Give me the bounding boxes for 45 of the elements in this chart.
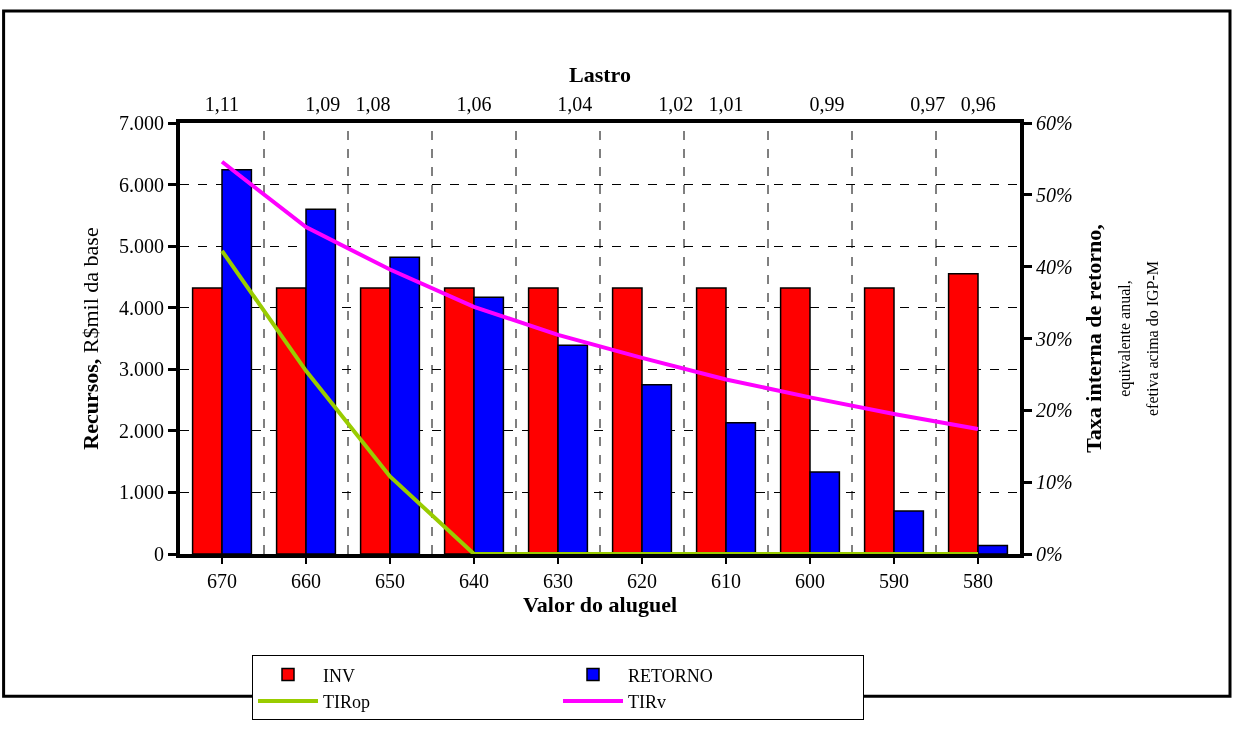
- y2-tick-label: 40%: [1036, 255, 1073, 278]
- x-tick-label: 640: [459, 570, 489, 592]
- y2-tick-label: 30%: [1035, 327, 1073, 350]
- y-tick-label: 4.000: [119, 296, 164, 319]
- y-tick-label: 0: [154, 543, 164, 565]
- line-series: [220, 159, 980, 432]
- x2-tick-label: 1,09: [305, 93, 341, 115]
- x-tick-label: 620: [627, 570, 657, 592]
- line-series: [220, 248, 980, 554]
- legend-label: INV: [323, 665, 355, 686]
- x2-tick-label: 0,96: [960, 93, 996, 115]
- x2-tick-label: 1,08: [355, 93, 391, 115]
- y-tick-label: 6.000: [119, 173, 164, 196]
- x-tick-label: 580: [963, 570, 993, 592]
- y-tick-label: 5.000: [119, 235, 164, 258]
- y-tick-label: 2.000: [119, 419, 164, 442]
- x-tick-label: 670: [207, 570, 237, 592]
- legend-label: TIRop: [323, 691, 370, 712]
- y2-tick-label: 0%: [1036, 543, 1063, 565]
- legend-label: TIRv: [628, 691, 666, 712]
- y-tick-label: 1.000: [119, 481, 164, 504]
- y2-tick-label: 10%: [1036, 471, 1073, 494]
- x-tick-label: 610: [711, 570, 741, 592]
- y-tick-label: 7.000: [119, 112, 164, 134]
- x2-tick-label: 0,97: [910, 93, 946, 115]
- x2-tick-label: 1,01: [708, 93, 744, 115]
- x-tick-label: 650: [375, 570, 405, 592]
- legend-label: RETORNO: [628, 665, 713, 686]
- x2-tick-label: 1,06: [456, 93, 492, 115]
- y2-tick-label: 60%: [1036, 112, 1073, 134]
- x2-axis-title: Lastro: [569, 62, 631, 88]
- y2-tick-label: 20%: [1036, 399, 1073, 422]
- x-tick-label: 660: [291, 570, 321, 592]
- x2-tick-label: 0,99: [809, 93, 845, 115]
- x2-tick-label: 1,04: [557, 93, 593, 115]
- y2-axis-title: Taxa interna de retorno, equivalente anual, efetiva acima do IGP-M: [1081, 224, 1162, 453]
- x-tick-label: 590: [879, 570, 909, 592]
- x2-tick-label: 1,02: [658, 93, 694, 115]
- x-tick-label: 630: [543, 570, 573, 592]
- x-tick-label: 600: [795, 570, 825, 592]
- x-axis-title: Valor do aluguel: [522, 592, 678, 617]
- y-tick-label: 3.000: [119, 358, 164, 381]
- y-axis-title: Recursos, R$mil da base: [78, 227, 104, 450]
- x2-tick-label: 1,11: [204, 93, 239, 115]
- y2-tick-label: 50%: [1036, 183, 1073, 206]
